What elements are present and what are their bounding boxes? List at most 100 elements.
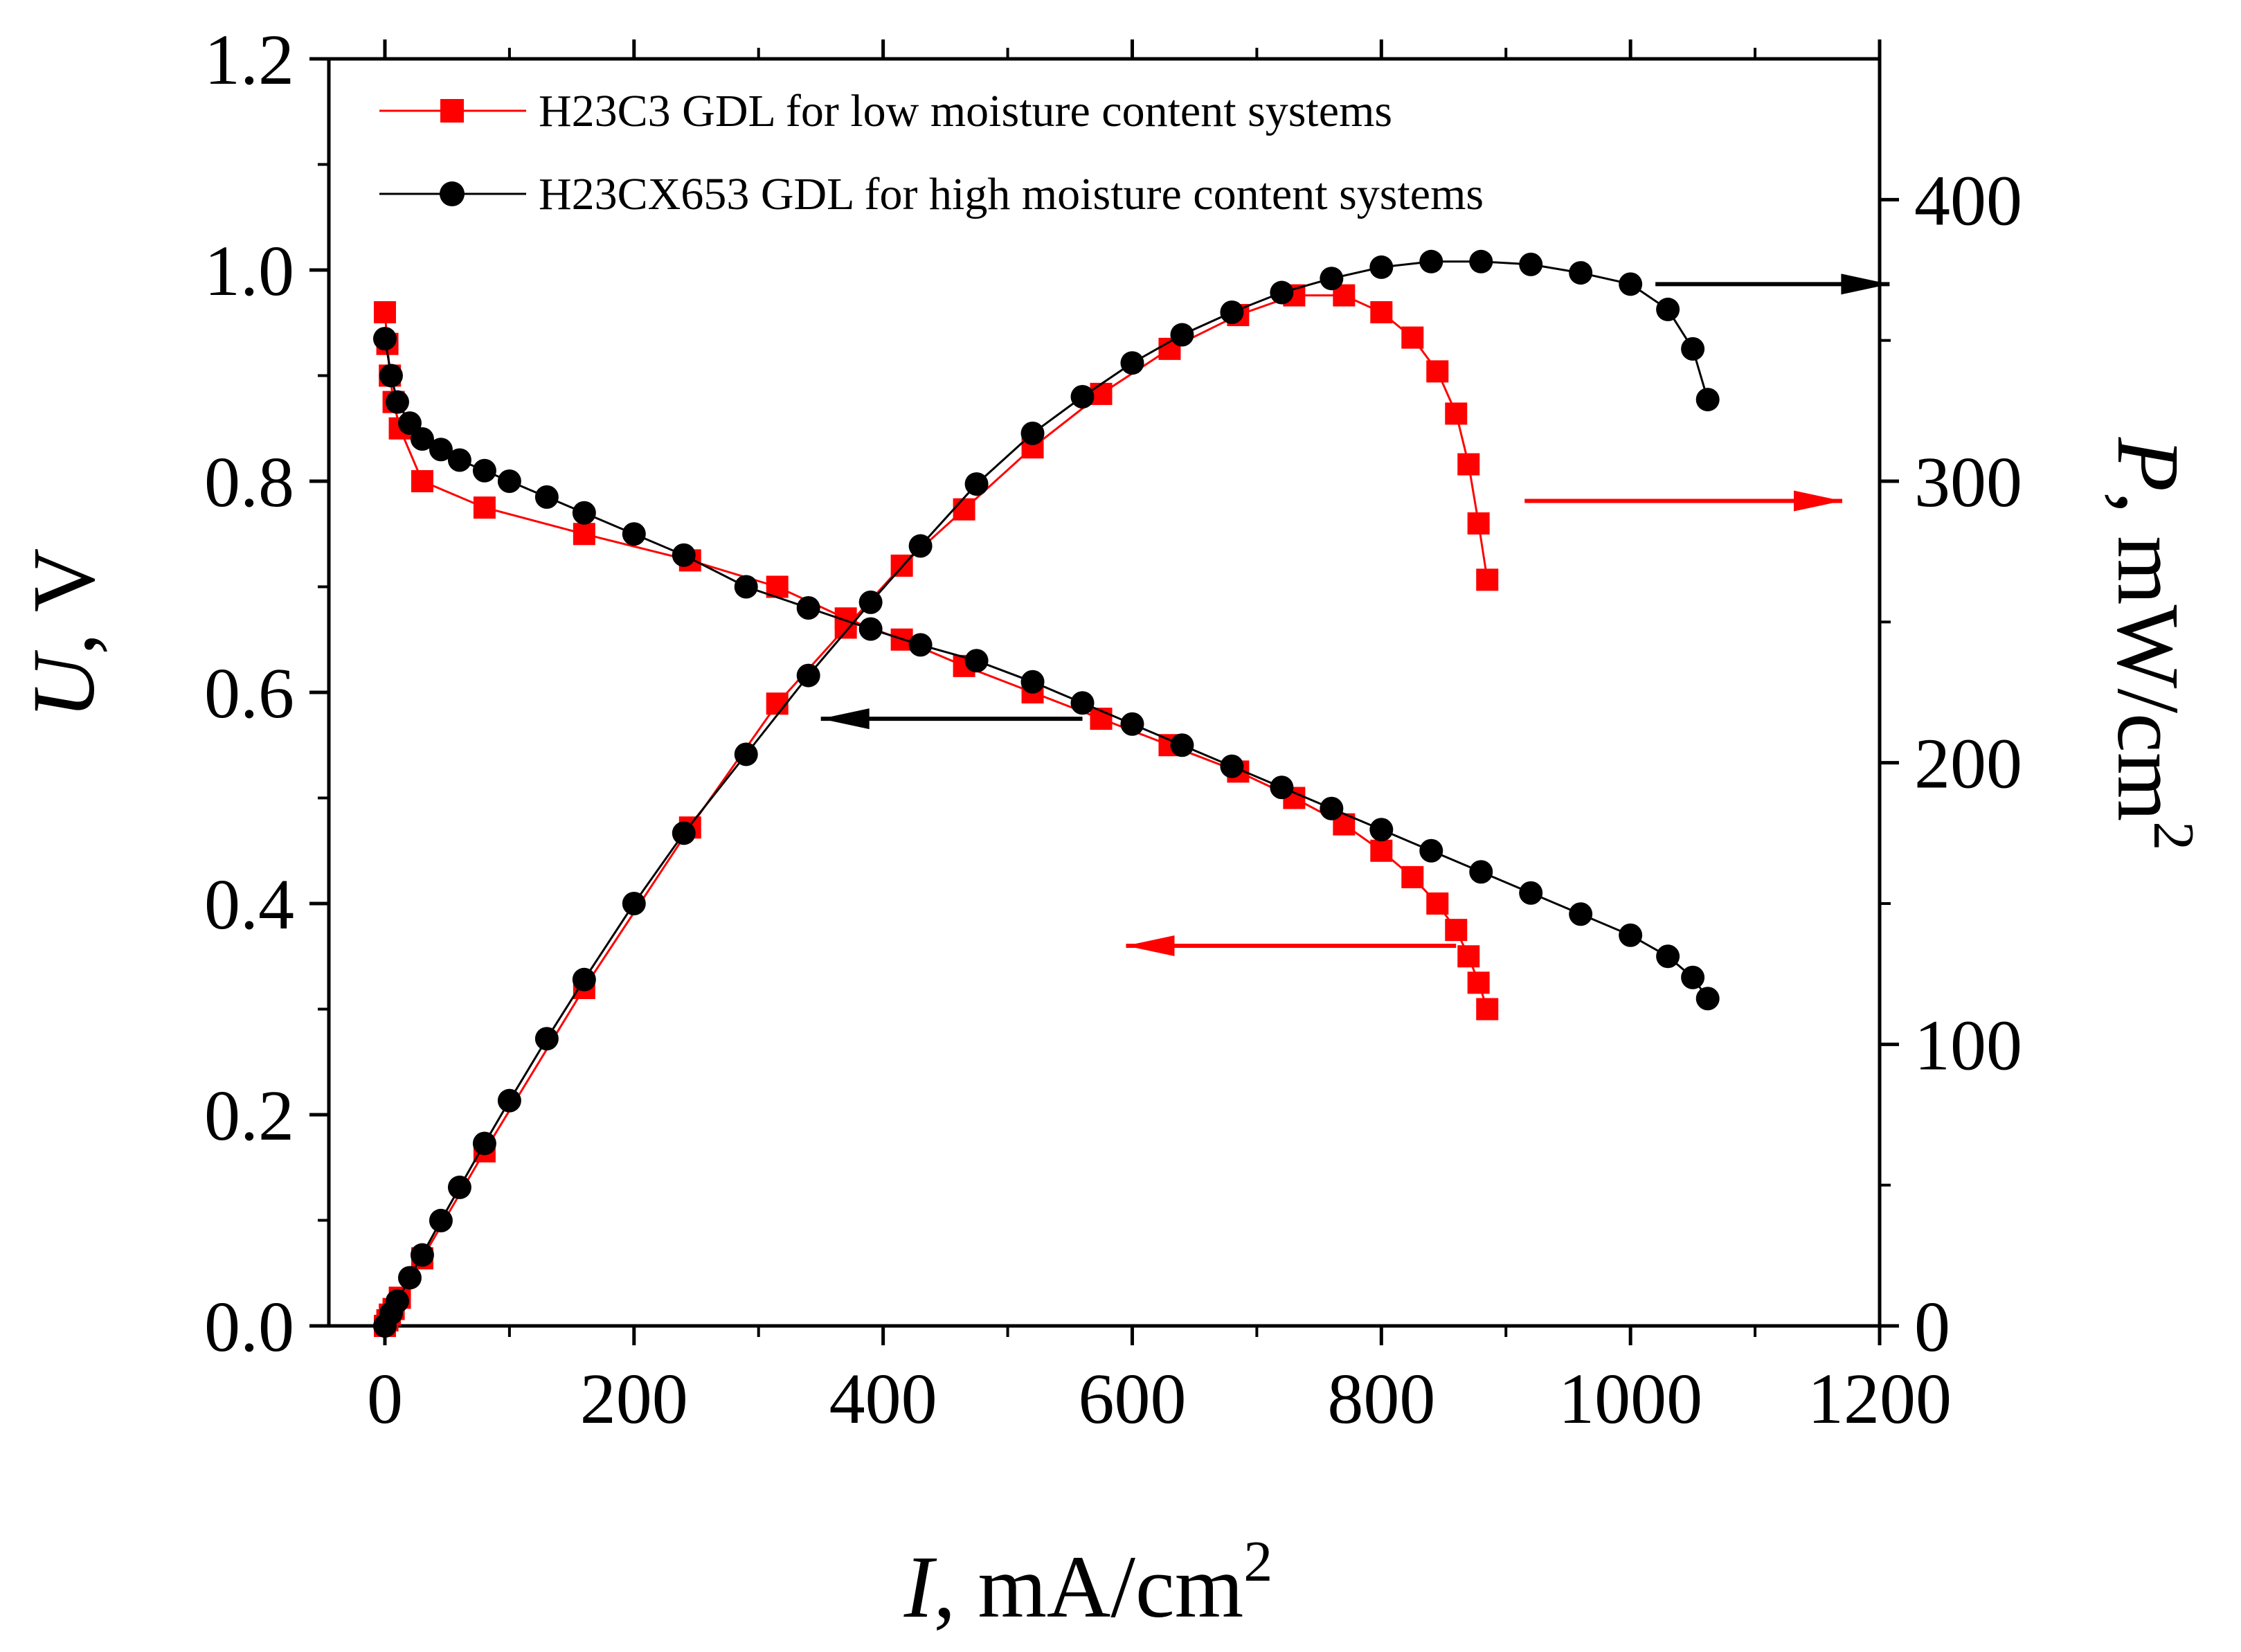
black-series-voltage-point	[429, 438, 453, 462]
black-power-arrow-head	[1841, 273, 1890, 295]
black-series-voltage-point	[622, 522, 646, 546]
legend-marker	[440, 99, 464, 123]
black-series-voltage-point	[1369, 818, 1394, 842]
y-right-tick-label: 400	[1914, 161, 2022, 240]
x-tick-label: 200	[580, 1359, 688, 1439]
black-series-power-point	[397, 1266, 422, 1290]
black-series-power-point	[1270, 280, 1294, 305]
red-series-power-point	[1370, 301, 1393, 323]
red-series-voltage-point	[1370, 839, 1393, 862]
black-series-power-point	[908, 534, 933, 558]
series-layer	[372, 249, 1720, 1338]
black-series-power-point	[1120, 351, 1144, 375]
red-series-power-point	[1457, 453, 1480, 476]
black-series-power-point	[796, 663, 820, 688]
black-series-power-point	[534, 1027, 559, 1051]
black-series-power-point	[1619, 272, 1643, 296]
black-series-power-point	[1220, 300, 1244, 324]
legend-marker	[440, 181, 465, 206]
black-series-power-point	[1656, 297, 1680, 321]
black-series-power-point	[1519, 252, 1543, 276]
black-series-voltage-point	[447, 448, 471, 472]
black-series-voltage-point	[1320, 796, 1344, 820]
black-series-voltage-point	[964, 649, 989, 673]
y-right-tick-label: 300	[1914, 442, 2022, 522]
black-series-power-point	[734, 742, 758, 766]
black-series-voltage-point	[472, 458, 496, 483]
black-series-power-point	[1320, 267, 1344, 291]
y-left-tick-label: 0.4	[204, 865, 294, 944]
black-series-voltage-point	[534, 485, 559, 509]
y-left-tick-label: 0.0	[204, 1287, 294, 1367]
red-series-voltage-point	[473, 496, 496, 519]
x-axis-title: I, mA/cm2	[903, 1529, 1273, 1636]
black-series-voltage-point	[734, 575, 758, 599]
legend: H23C3 GDL for low moisture content syste…	[379, 86, 1484, 219]
y-left-axis-ticks: 0.0 0.2 0.4 0.6 0.8 1.0 1.2	[204, 20, 329, 1367]
black-series-power-point	[429, 1208, 453, 1232]
legend-label: H23C3 GDL for low moisture content syste…	[539, 86, 1392, 136]
black-series-voltage-point	[796, 596, 820, 620]
y-right-tick-label: 100	[1914, 1005, 2022, 1085]
black-series-voltage-point	[858, 617, 883, 641]
y-right-axis-ticks: 0 100 200 300 400	[1880, 161, 2022, 1367]
black-series-power-point	[1569, 261, 1593, 285]
red-series-power-point	[1467, 512, 1490, 535]
black-series-voltage-point	[672, 543, 696, 567]
black-series-power-point	[1070, 385, 1095, 408]
black-series-voltage-point	[497, 469, 521, 493]
black-series-voltage-point	[1170, 733, 1194, 757]
y-left-tick-label: 1.0	[204, 231, 294, 311]
red-series-power-point	[1445, 402, 1468, 425]
red-series-power-point	[766, 692, 789, 715]
black-series-power-point	[1020, 421, 1045, 445]
black-series-power-point	[1681, 336, 1705, 361]
red-series-voltage-point	[411, 470, 433, 492]
red-series-voltage-line	[384, 312, 1488, 1009]
black-series-voltage-point	[385, 390, 409, 414]
black-series-voltage-point	[1120, 712, 1144, 736]
black-series-power-point	[472, 1131, 496, 1156]
x-tick-label: 1000	[1558, 1359, 1702, 1439]
black-series-power-point	[1170, 323, 1194, 347]
black-series-voltage-point	[1569, 902, 1593, 926]
red-series-voltage-point	[373, 301, 396, 323]
x-axis-ticks: 0 200 400 600 800 1000 1200	[367, 39, 1952, 1439]
y-left-tick-label: 1.2	[204, 20, 294, 100]
red-series-power-point	[1426, 360, 1449, 383]
red-series-voltage-point	[1457, 945, 1480, 968]
black-series-voltage-point	[1619, 923, 1643, 947]
legend-label: H23CX653 GDL for high moisture content s…	[539, 169, 1484, 219]
black-series-voltage-point	[1469, 860, 1493, 884]
red-power-arrow-head	[1794, 490, 1843, 512]
black-series-voltage-point	[1070, 691, 1095, 715]
black-series-power-point	[572, 967, 596, 991]
y-right-tick-label: 0	[1914, 1287, 1950, 1367]
y-right-axis-title: P, mW/cm2	[2099, 437, 2206, 851]
black-series-voltage-point	[1270, 775, 1294, 800]
annotation-arrows	[820, 273, 1890, 956]
red-series-voltage-point	[1426, 892, 1449, 915]
red-series-voltage-point	[1445, 919, 1468, 942]
black-series-power-point	[1695, 388, 1720, 412]
red-series-voltage-point	[1467, 971, 1490, 994]
red-series-power-point	[1401, 326, 1424, 349]
y-left-tick-label: 0.8	[204, 442, 294, 522]
x-tick-label: 400	[829, 1359, 937, 1439]
red-voltage-arrow-head	[1126, 935, 1175, 956]
black-voltage-arrow-head	[820, 708, 870, 730]
black-series-voltage-point	[1220, 754, 1244, 778]
red-series-voltage-point	[1401, 865, 1424, 888]
x-tick-label: 1200	[1808, 1359, 1952, 1439]
y-left-tick-label: 0.6	[204, 654, 294, 733]
red-series-power-point	[953, 498, 975, 521]
black-series-power-point	[622, 892, 646, 915]
black-series-voltage-point	[397, 411, 422, 436]
black-series-voltage-point	[1695, 987, 1720, 1011]
red-series-voltage-point	[1476, 998, 1499, 1021]
black-series-power-line	[384, 260, 1709, 1327]
black-series-voltage-point	[908, 633, 933, 657]
red-series-power-point	[1476, 568, 1499, 591]
black-series-voltage-point	[372, 327, 397, 351]
